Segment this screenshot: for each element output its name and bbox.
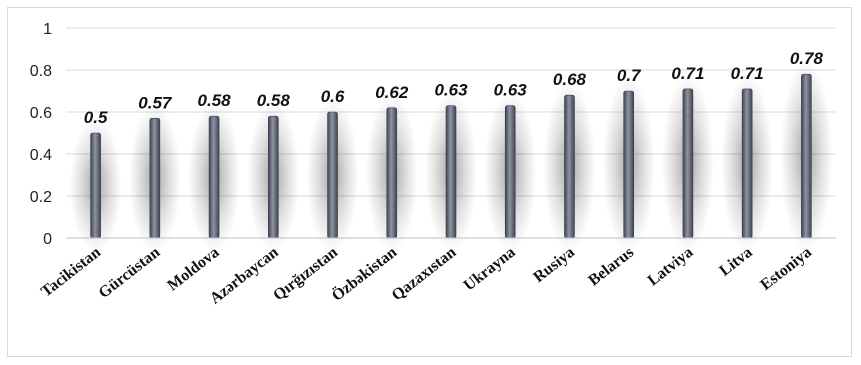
data-label: 0.71 [671, 64, 704, 83]
category-label: Latviya [645, 244, 697, 290]
data-label: 0.63 [494, 81, 528, 100]
data-label: 0.63 [434, 81, 468, 100]
y-tick-label: 0.4 [30, 147, 52, 164]
data-label: 0.58 [198, 91, 232, 110]
category-label: Gürcüstan [96, 244, 164, 302]
category-label: Belarus [585, 244, 637, 290]
y-tick-label: 0.6 [30, 105, 52, 122]
bar [564, 94, 575, 239]
bar [445, 105, 457, 239]
bar [268, 115, 279, 239]
category-label: Rusiya [530, 244, 578, 286]
data-label: 0.5 [84, 108, 108, 127]
bars [90, 73, 812, 239]
data-label: 0.78 [790, 49, 824, 68]
bar [327, 111, 338, 239]
category-label: Moldova [164, 244, 222, 295]
data-label: 0.7 [617, 66, 642, 85]
category-label: Estoniya [757, 244, 814, 294]
bar [504, 105, 516, 239]
data-label: 0.68 [553, 70, 587, 89]
category-label: Ukrayna [461, 244, 519, 295]
y-tick-label: 0.2 [30, 189, 52, 206]
bar [90, 132, 101, 239]
data-labels: 0.5 0.57 0.58 0.58 0.6 0.62 0.63 0.63 0.68 0.7 0.7… [84, 49, 824, 127]
data-label: 0.71 [731, 64, 764, 83]
bar [741, 88, 753, 239]
y-axis-ticks: 0 0.2 0.4 0.6 0.8 1 [30, 21, 52, 248]
bar [801, 73, 812, 239]
data-label: 0.57 [138, 93, 173, 112]
data-label: 0.6 [321, 87, 345, 106]
bar [386, 107, 398, 239]
data-label: 0.62 [375, 83, 409, 102]
bar [623, 90, 634, 239]
category-label: Qazaxıstan [389, 244, 460, 305]
bar [149, 118, 161, 239]
bar [682, 88, 694, 239]
data-label: 0.58 [257, 91, 291, 110]
bar [208, 115, 220, 239]
category-label: Qırğızıstan [270, 244, 341, 305]
y-tick-label: 1 [43, 21, 52, 38]
category-label: Özbəkistan [328, 243, 400, 305]
y-tick-label: 0 [43, 231, 52, 248]
y-tick-label: 0.8 [30, 63, 52, 80]
category-label: Tacikistan [38, 244, 104, 301]
